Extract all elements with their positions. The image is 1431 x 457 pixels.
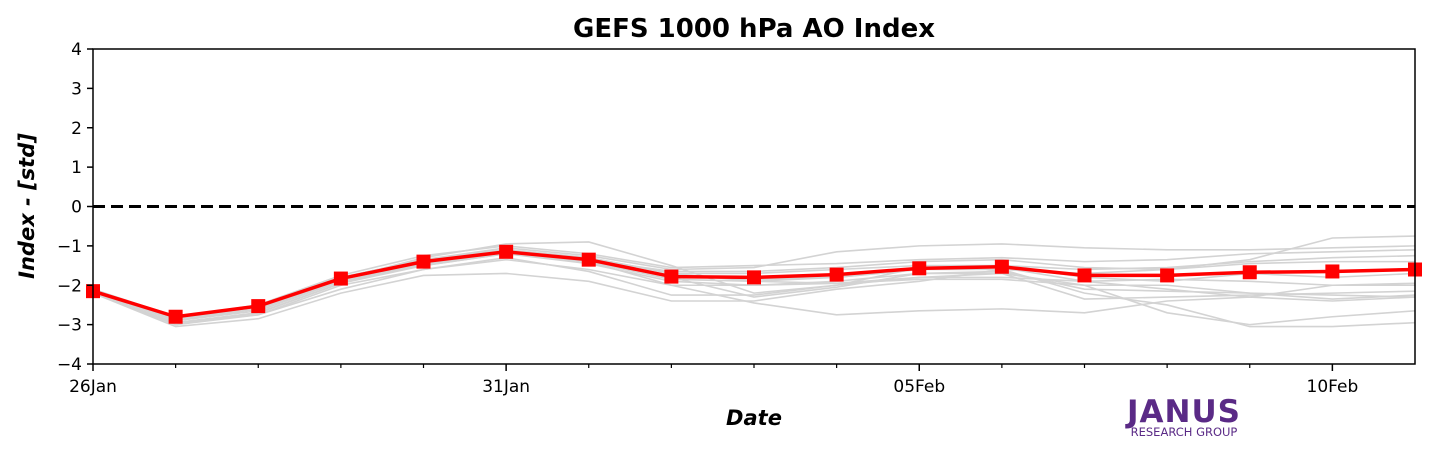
- ensemble-mean-series: [86, 244, 1422, 324]
- y-tick-label: −4: [57, 355, 82, 375]
- y-tick-label: −2: [57, 276, 82, 296]
- mean-point-marker: [1242, 265, 1257, 280]
- x-axis-label: Date: [726, 406, 782, 430]
- y-tick-label: −1: [57, 237, 82, 257]
- mean-point-marker: [829, 267, 844, 282]
- y-tick-label: 2: [71, 119, 82, 139]
- chart-title: GEFS 1000 hPa AO Index: [573, 14, 935, 44]
- y-tick-label: −3: [57, 316, 82, 336]
- y-tick-label: 0: [71, 198, 82, 218]
- mean-point-marker: [994, 259, 1009, 274]
- y-tick-label: 1: [71, 158, 82, 178]
- mean-point-marker: [1077, 268, 1092, 283]
- mean-point-marker: [912, 261, 927, 276]
- mean-point-marker: [168, 309, 183, 324]
- ensemble-member-line: [92, 268, 1416, 328]
- mean-point-marker: [747, 270, 761, 285]
- y-tick-label: 4: [71, 40, 82, 60]
- janus-logo: JANUS RESEARCH GROUP: [1125, 394, 1241, 439]
- ensemble-member-line: [92, 256, 1416, 324]
- mean-point-marker: [333, 271, 348, 286]
- mean-point-marker: [499, 244, 514, 259]
- x-axis: 26Jan 31Jan 05Feb 10Feb: [69, 364, 1358, 397]
- mean-point-marker: [664, 269, 679, 284]
- mean-point-marker: [1160, 268, 1175, 283]
- mean-point-marker: [251, 299, 266, 314]
- ensemble-member-line: [92, 258, 1416, 326]
- mean-point-marker: [416, 254, 431, 269]
- x-tick-label: 26Jan: [69, 377, 117, 397]
- x-tick-label: 31Jan: [482, 377, 530, 397]
- ensemble-member-line: [92, 245, 1416, 318]
- y-axis-label: Index - [std]: [15, 133, 39, 279]
- x-tick-label: 05Feb: [893, 377, 945, 397]
- logo-wordmark: JANUS: [1125, 394, 1241, 430]
- logo-subtitle: RESEARCH GROUP: [1131, 425, 1238, 439]
- y-axis: −4 −3 −2 −1 0 1 2 3 4: [57, 40, 93, 375]
- x-tick-label: 10Feb: [1307, 377, 1359, 397]
- y-tick-label: 3: [71, 79, 82, 99]
- ensemble-member-line: [92, 252, 1415, 326]
- mean-point-marker: [581, 252, 596, 267]
- mean-point-marker: [1325, 264, 1340, 279]
